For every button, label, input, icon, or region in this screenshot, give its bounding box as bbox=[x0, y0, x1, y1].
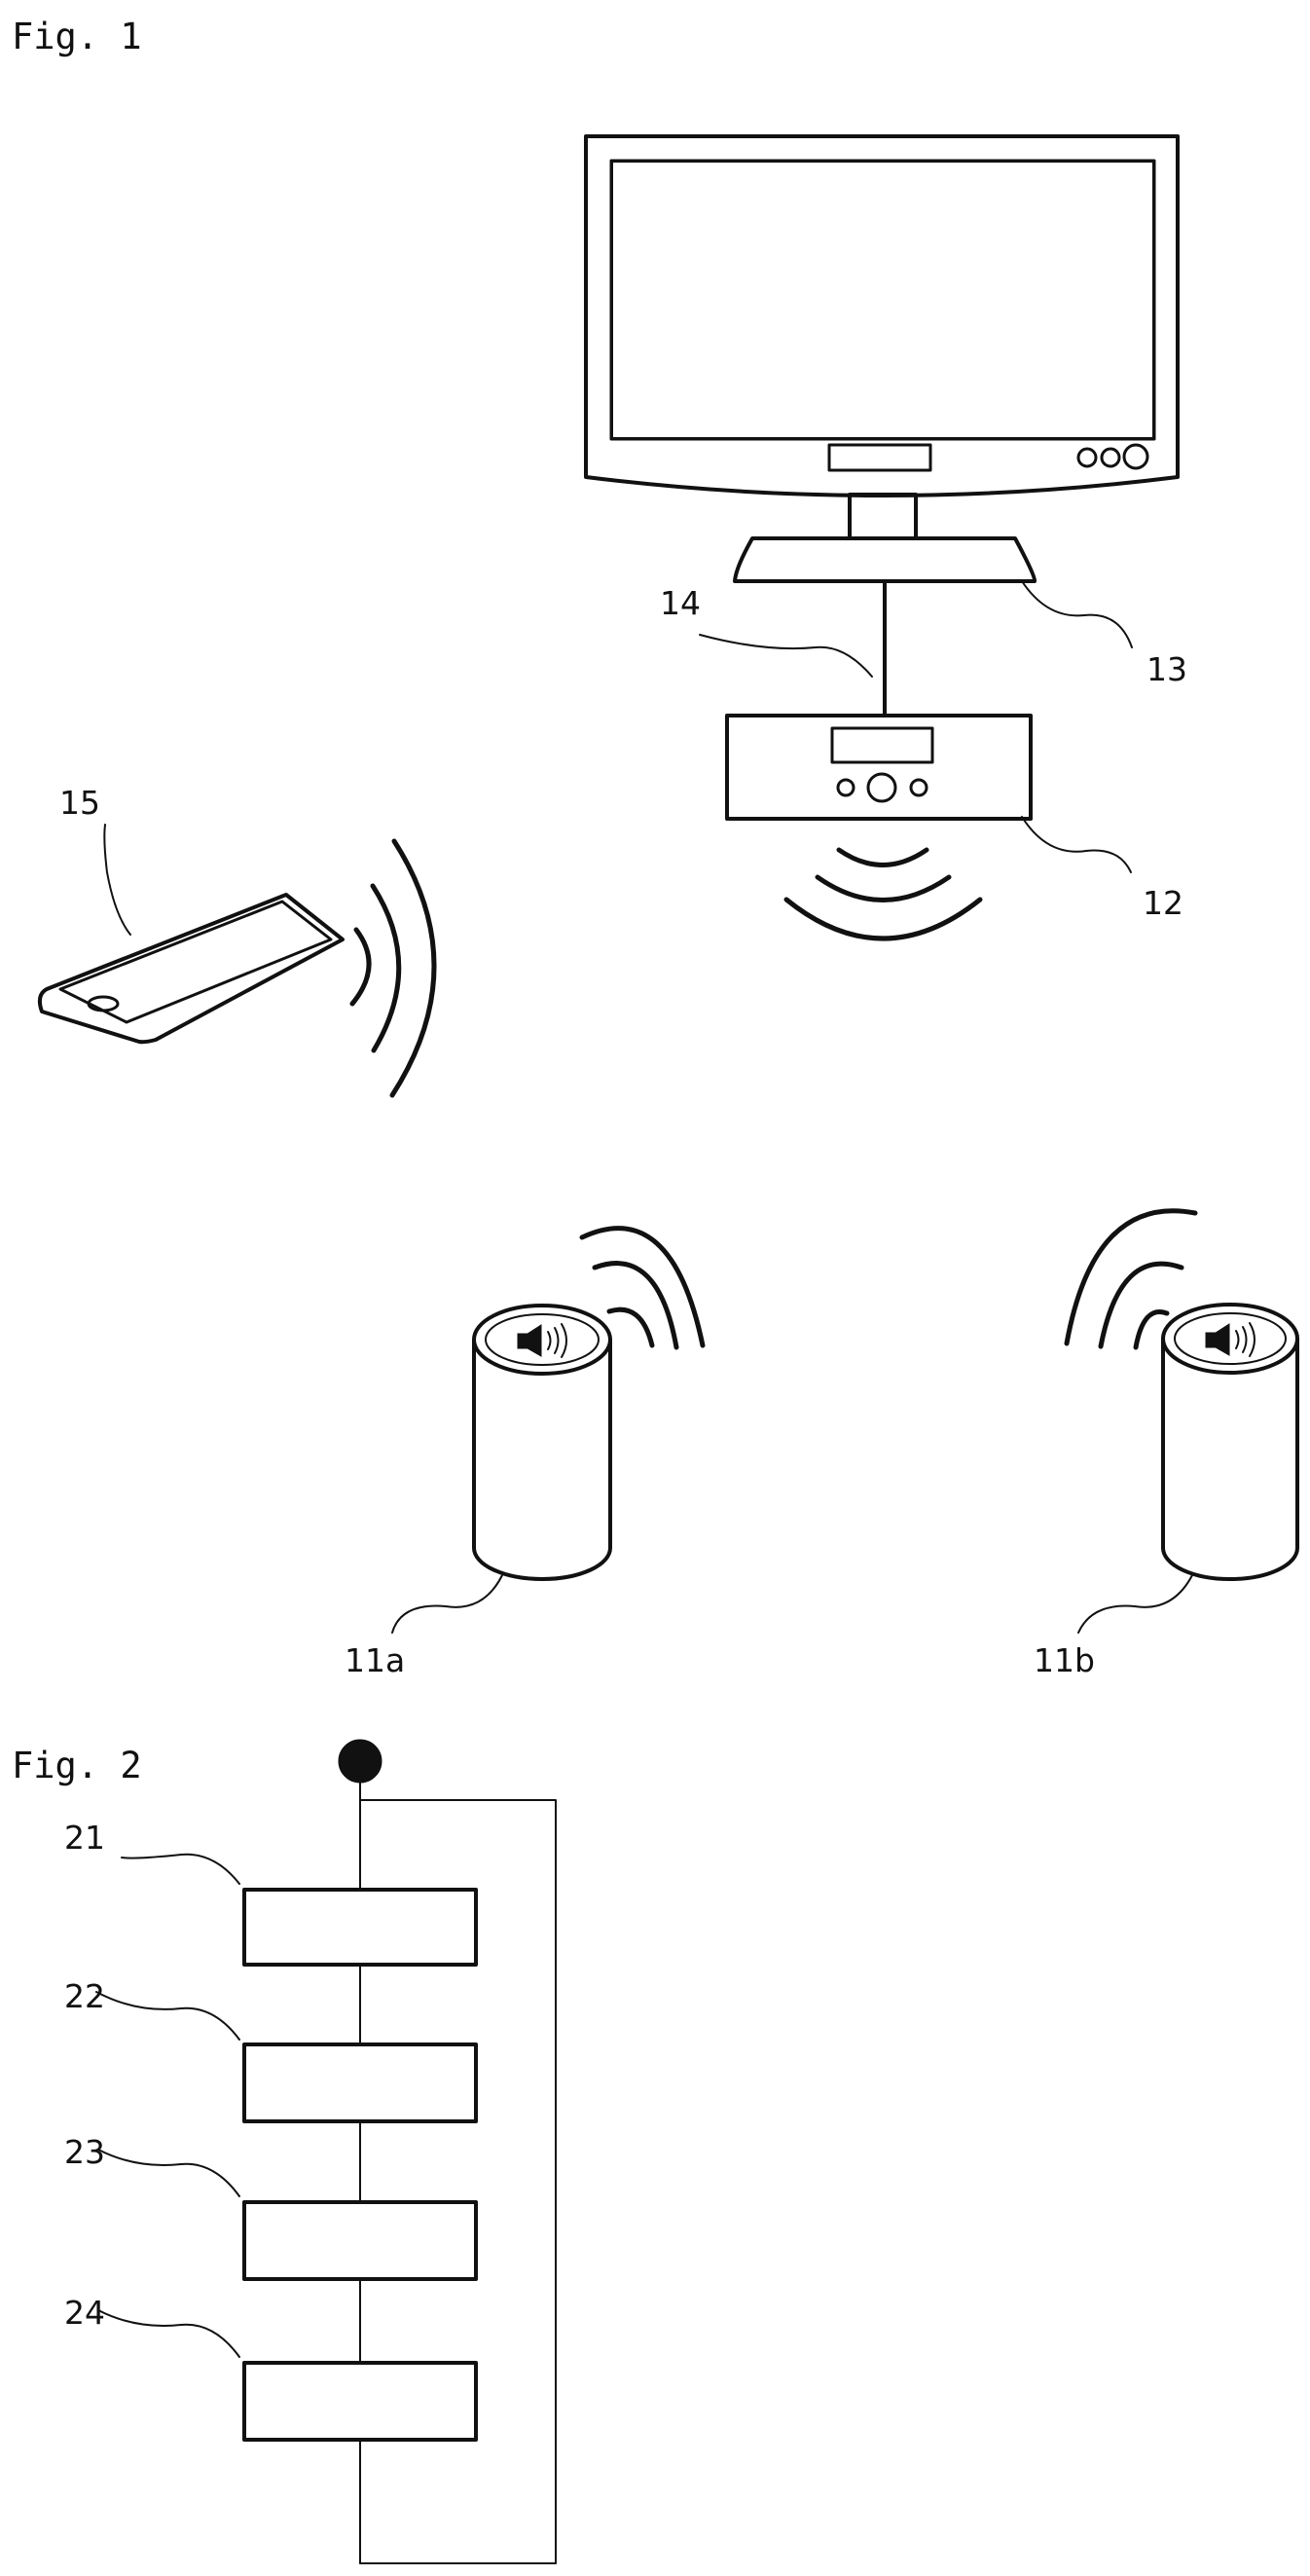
figure-2-title: Fig. 2 bbox=[12, 1745, 142, 1786]
smartphone-ref-label: 15 bbox=[59, 784, 100, 822]
cable-ref-label: 14 bbox=[660, 584, 701, 622]
television-ref-label: 13 bbox=[1146, 650, 1187, 688]
flowchart-step-22-label: 22 bbox=[64, 1977, 105, 2015]
flowchart-step-23-leader bbox=[98, 2150, 239, 2196]
flowchart-step-21-leader bbox=[122, 1855, 239, 1884]
flowchart-step-21-label: 21 bbox=[64, 1819, 105, 1857]
left-speaker-illustration bbox=[474, 1306, 610, 1579]
left-speaker-ref-label: 11a bbox=[345, 1641, 405, 1679]
flowchart-step-24-leader bbox=[98, 2310, 239, 2357]
receiver-ref-label: 12 bbox=[1143, 884, 1183, 922]
television-illustration bbox=[586, 136, 1178, 581]
smartphone-illustration bbox=[40, 895, 343, 1042]
flowchart-step-23-label: 23 bbox=[64, 2133, 105, 2171]
right-speaker-illustration bbox=[1163, 1305, 1297, 1579]
flowchart-step-24-label: 24 bbox=[64, 2294, 105, 2332]
left-speaker-waves bbox=[582, 1229, 703, 1347]
flowchart-step-22-box bbox=[244, 2044, 476, 2121]
smartphone-wireless-waves bbox=[352, 841, 434, 1095]
flowchart-step-22-leader bbox=[96, 1992, 239, 2040]
figure-1-title: Fig. 1 bbox=[12, 16, 142, 57]
right-speaker-ref-label: 11b bbox=[1034, 1641, 1095, 1679]
receiver-illustration bbox=[727, 716, 1031, 819]
flowchart-step-21-box bbox=[244, 1890, 476, 1965]
flowchart-step-24-box bbox=[244, 2363, 476, 2440]
flowchart: 21 22 23 24 bbox=[64, 1740, 556, 2563]
receiver-wireless-waves bbox=[786, 850, 980, 938]
flowchart-step-23-box bbox=[244, 2202, 476, 2279]
right-speaker-waves bbox=[1067, 1211, 1195, 1347]
